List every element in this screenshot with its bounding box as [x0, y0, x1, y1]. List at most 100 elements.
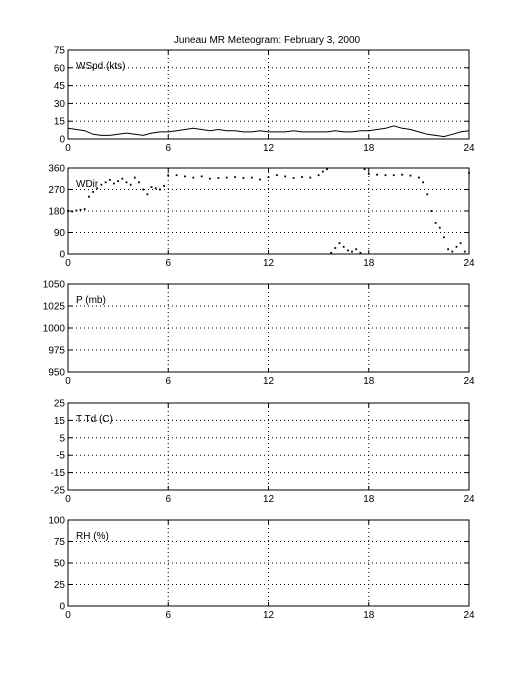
series-line — [67, 125, 470, 138]
data-point — [225, 176, 228, 179]
data-point — [455, 245, 458, 248]
data-point — [459, 242, 462, 245]
x-tick-label: 12 — [263, 376, 275, 387]
data-point — [250, 176, 253, 179]
data-point — [309, 176, 312, 179]
panel-frame — [67, 402, 470, 491]
data-point — [142, 188, 145, 191]
y-tick-label: 950 — [48, 368, 65, 379]
x-tick-label: 24 — [463, 494, 475, 505]
x-tick-label: 6 — [165, 143, 171, 154]
data-point — [426, 193, 429, 196]
data-point — [367, 173, 370, 175]
y-tick-label: 60 — [54, 63, 66, 74]
data-point — [401, 173, 404, 176]
y-tick-label: 50 — [54, 559, 66, 570]
y-tick-label: -15 — [51, 468, 66, 479]
y-tick-label: 1025 — [43, 302, 66, 313]
y-tick-label: 30 — [54, 99, 66, 110]
panel-2: 0 6 12 18 24 950 975 1000 1025 1050 P (mb) — [43, 280, 475, 388]
x-tick-label: 12 — [263, 258, 275, 269]
panel-label: WDir — [76, 179, 99, 190]
data-point — [451, 250, 454, 253]
data-point — [133, 176, 136, 179]
x-tick-label: 24 — [463, 376, 475, 387]
data-point — [79, 208, 82, 211]
data-point — [67, 210, 69, 212]
x-tick-label: 18 — [363, 258, 375, 269]
data-point — [468, 171, 470, 174]
data-point — [117, 180, 119, 182]
panel-label: P (mb) — [76, 295, 106, 306]
y-tick-label: 15 — [54, 416, 66, 427]
y-tick-label: -5 — [56, 451, 65, 462]
data-point — [384, 174, 387, 177]
data-point — [113, 182, 115, 185]
panel-label: WSpd (kts) — [76, 61, 125, 72]
data-point — [392, 174, 395, 177]
x-tick-label: 18 — [363, 494, 375, 505]
panel-1: 0 6 12 18 24 0 90 180 270 360 WDir — [48, 164, 475, 270]
y-tick-label: -25 — [51, 486, 66, 497]
data-point — [376, 173, 378, 176]
x-tick-label: 24 — [463, 143, 475, 154]
panel-label: T Td (C) — [76, 414, 113, 425]
x-tick-label: 12 — [263, 610, 275, 621]
data-point — [359, 251, 362, 254]
data-point — [129, 183, 132, 186]
data-point — [330, 251, 333, 254]
data-point — [167, 174, 170, 177]
x-tick-label: 18 — [363, 143, 375, 154]
y-tick-label: 25 — [54, 399, 66, 410]
y-tick-label: 360 — [48, 164, 65, 175]
x-tick-label: 0 — [65, 258, 71, 269]
data-point — [292, 177, 295, 179]
y-tick-label: 270 — [48, 185, 65, 196]
x-tick-label: 6 — [165, 258, 171, 269]
panel-3: 0 6 12 18 24 -25 -15 -5 5 15 25 T Td (C) — [51, 399, 475, 506]
y-tick-label: 975 — [48, 346, 65, 357]
data-point — [217, 177, 220, 179]
data-point — [88, 195, 90, 198]
data-point — [347, 249, 349, 252]
data-point — [92, 191, 94, 193]
data-point — [338, 242, 341, 245]
y-tick-label: 180 — [48, 207, 65, 218]
y-tick-label: 1050 — [43, 280, 66, 291]
data-point — [259, 178, 261, 181]
data-point — [200, 175, 203, 178]
data-point — [75, 209, 78, 212]
data-point — [108, 179, 111, 181]
panel-label: RH (%) — [76, 531, 109, 542]
x-tick-label: 24 — [463, 258, 475, 269]
data-point — [326, 168, 328, 171]
x-tick-label: 0 — [65, 143, 71, 154]
data-point — [83, 208, 86, 210]
data-point — [242, 177, 245, 179]
data-point — [96, 187, 99, 190]
data-point — [447, 248, 449, 251]
figure-title: Juneau MR Meteogram: February 3, 2000 — [174, 35, 361, 46]
data-point — [463, 250, 466, 253]
data-point — [192, 176, 195, 179]
data-point — [154, 187, 157, 190]
data-point — [150, 186, 153, 188]
y-tick-label: 45 — [54, 81, 66, 92]
y-tick-label: 100 — [48, 516, 65, 527]
x-tick-label: 0 — [65, 610, 71, 621]
x-tick-label: 12 — [263, 143, 275, 154]
y-tick-label: 0 — [59, 250, 65, 261]
panel-4: 0 6 12 18 24 0 25 50 75 100 RH (%) — [48, 516, 475, 622]
data-point — [276, 174, 278, 177]
y-tick-label: 0 — [59, 135, 65, 146]
y-tick-label: 75 — [54, 537, 66, 548]
data-point — [284, 175, 287, 178]
y-tick-label: 25 — [54, 580, 66, 591]
y-tick-label: 5 — [59, 433, 65, 444]
data-point — [184, 175, 186, 178]
data-point — [317, 174, 320, 177]
data-point — [342, 245, 345, 248]
data-point — [422, 181, 424, 184]
